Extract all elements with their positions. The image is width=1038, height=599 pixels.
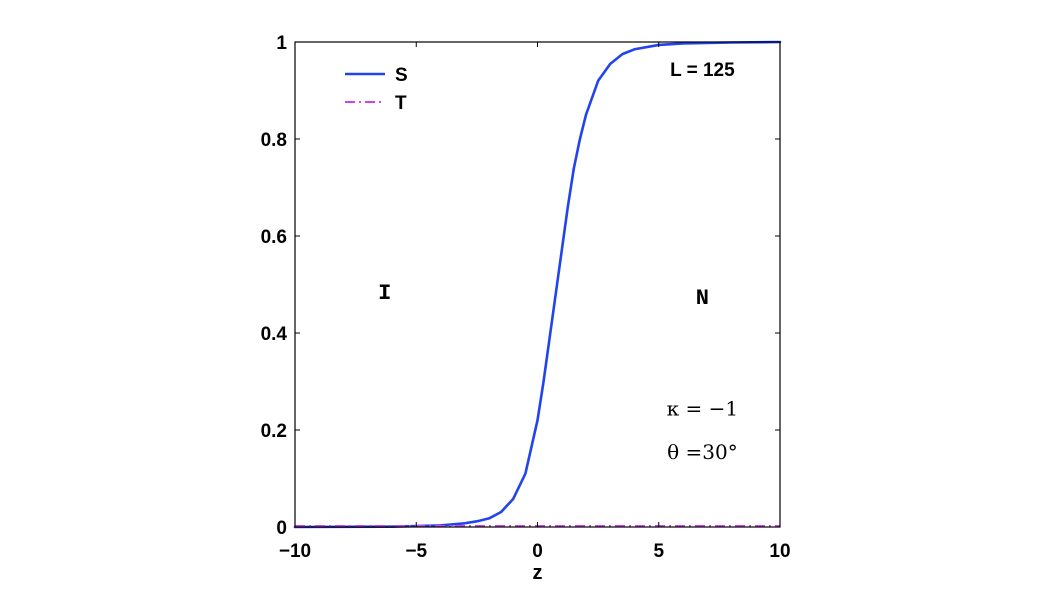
- annotations: L = 125 I Nκ = −1 θ =30°: [378, 60, 738, 464]
- series-line-s: [293, 40, 782, 529]
- annotation-phase_n: N: [696, 286, 709, 311]
- x-tick-label: −5: [405, 541, 427, 562]
- annotation-theta: θ =30°: [667, 440, 738, 464]
- legend-label-s: S: [395, 65, 408, 86]
- x-tick-label: 0: [532, 541, 543, 562]
- labels-layer: −10 −5 0 5 10 0 0.2 0.4 0.6 0.8 1 z: [261, 33, 791, 584]
- y-tick-label: 0.8: [261, 130, 287, 151]
- x-tick-label: 5: [653, 541, 664, 562]
- x-tick-label: −10: [279, 541, 311, 562]
- annotation-phase_i: I: [378, 281, 391, 306]
- x-axis-title: z: [533, 562, 543, 584]
- y-tick-label: 0.2: [261, 421, 287, 442]
- annotation-kappa: κ = −1: [667, 396, 738, 420]
- plot-frame: [294, 41, 781, 528]
- y-tick-label: 0: [276, 518, 287, 539]
- x-tick-label: 10: [769, 541, 790, 562]
- plot-background: [295, 42, 780, 527]
- annotation-length: L = 125: [670, 60, 735, 81]
- y-tick-label: 0.6: [261, 227, 287, 248]
- y-tick-label: 0.4: [261, 324, 288, 345]
- legend-label-t: T: [395, 93, 407, 114]
- legend: ST: [345, 65, 408, 114]
- y-tick-label: 1: [276, 33, 287, 54]
